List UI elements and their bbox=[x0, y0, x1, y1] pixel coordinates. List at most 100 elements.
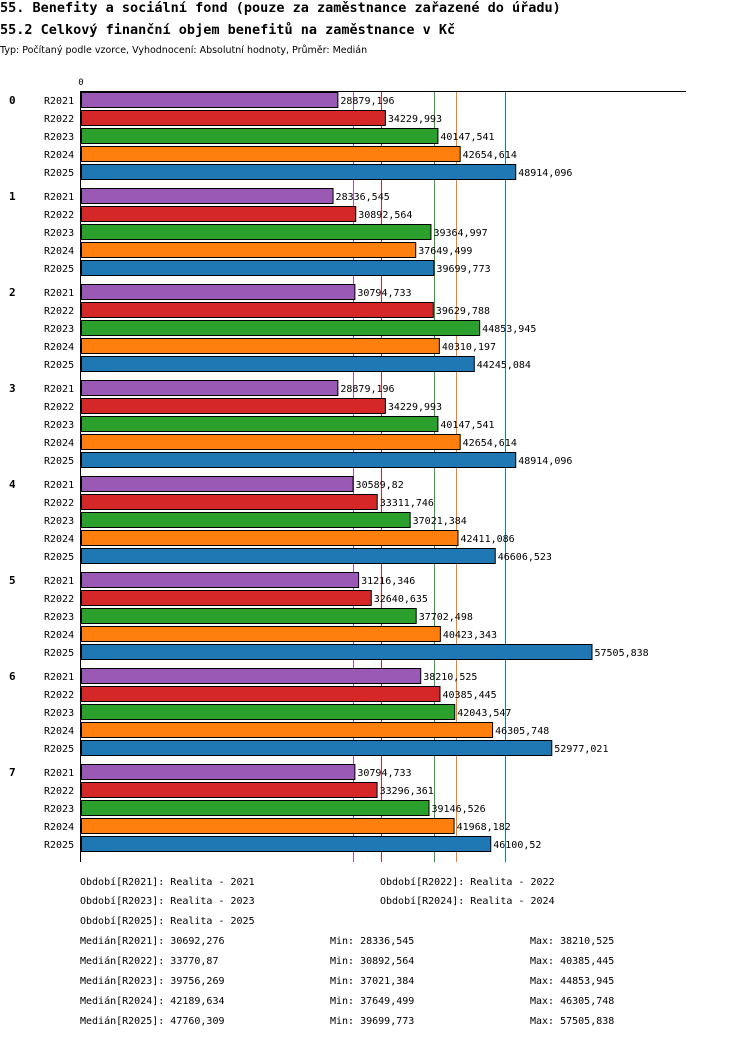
legend-max-r2025: Max: 57505,838 bbox=[530, 1016, 615, 1027]
group-label-1: 1 bbox=[9, 190, 16, 203]
bar-value-label: 37021,384 bbox=[413, 516, 467, 527]
legend-median-r2025: Medián[R2025]: 47760,309 bbox=[80, 1016, 225, 1027]
bar-7-r2023 bbox=[81, 800, 430, 816]
bar-7-r2024 bbox=[81, 818, 455, 834]
row-label: R2021 bbox=[44, 576, 74, 587]
bar-value-label: 28336,545 bbox=[336, 192, 390, 203]
legend-min-r2023: Min: 37021,384 bbox=[330, 976, 415, 987]
bar-value-label: 42654,614 bbox=[463, 150, 517, 161]
bar-0-r2023 bbox=[81, 128, 439, 144]
row-label: R2022 bbox=[44, 210, 74, 221]
bar-value-label: 42411,086 bbox=[460, 534, 514, 545]
group-label-3: 3 bbox=[9, 382, 16, 395]
bar-5-r2022 bbox=[81, 590, 372, 606]
bar-7-r2022 bbox=[81, 782, 378, 798]
bar-value-label: 52977,021 bbox=[554, 744, 608, 755]
bar-1-r2022 bbox=[81, 206, 357, 222]
bar-3-r2022 bbox=[81, 398, 386, 414]
row-label: R2021 bbox=[44, 672, 74, 683]
group-label-0: 0 bbox=[9, 94, 16, 107]
row-label: R2025 bbox=[44, 456, 74, 467]
row-label: R2024 bbox=[44, 150, 74, 161]
row-label: R2023 bbox=[44, 324, 74, 335]
row-label: R2022 bbox=[44, 306, 74, 317]
legend-period-r2025: Období[R2025]: Realita - 2025 bbox=[80, 916, 255, 927]
legend-period-r2021: Období[R2021]: Realita - 2021 bbox=[80, 877, 255, 888]
bar-value-label: 30892,564 bbox=[358, 210, 412, 221]
row-label: R2021 bbox=[44, 96, 74, 107]
bar-value-label: 30794,733 bbox=[357, 768, 411, 779]
row-label: R2024 bbox=[44, 246, 74, 257]
legend-min-r2025: Min: 39699,773 bbox=[330, 1016, 415, 1027]
bar-value-label: 34229,993 bbox=[388, 114, 442, 125]
group-label-7: 7 bbox=[9, 766, 16, 779]
legend-min-r2022: Min: 30892,564 bbox=[330, 956, 415, 967]
bar-5-r2021 bbox=[81, 572, 360, 588]
bar-value-label: 46305,748 bbox=[495, 726, 549, 737]
bar-0-r2021 bbox=[81, 92, 339, 108]
bar-0-r2024 bbox=[81, 146, 461, 162]
legend-median-r2024: Medián[R2024]: 42189,634 bbox=[80, 996, 225, 1007]
bar-4-r2021 bbox=[81, 476, 354, 492]
row-label: R2025 bbox=[44, 840, 74, 851]
bar-value-label: 48914,096 bbox=[518, 168, 572, 179]
chart-type-line: Typ: Počítaný podle vzorce, Vyhodnocení:… bbox=[0, 45, 368, 56]
bar-value-label: 39699,773 bbox=[436, 264, 490, 275]
bar-value-label: 32640,635 bbox=[374, 594, 428, 605]
x-axis-zero-label: 0 bbox=[78, 78, 83, 88]
bar-5-r2024 bbox=[81, 626, 441, 642]
bar-value-label: 40147,541 bbox=[440, 420, 494, 431]
bar-3-r2021 bbox=[81, 380, 339, 396]
bar-value-label: 30794,733 bbox=[357, 288, 411, 299]
bar-1-r2023 bbox=[81, 224, 432, 240]
group-label-2: 2 bbox=[9, 286, 16, 299]
bar-1-r2025 bbox=[81, 260, 435, 276]
row-label: R2021 bbox=[44, 480, 74, 491]
bar-value-label: 40310,197 bbox=[442, 342, 496, 353]
bar-7-r2025 bbox=[81, 836, 492, 852]
bar-6-r2024 bbox=[81, 722, 494, 738]
bar-2-r2021 bbox=[81, 284, 356, 300]
chart-title: 55. Benefity a sociální fond (pouze za z… bbox=[0, 0, 561, 16]
legend-min-r2021: Min: 28336,545 bbox=[330, 936, 415, 947]
row-label: R2023 bbox=[44, 228, 74, 239]
row-label: R2025 bbox=[44, 648, 74, 659]
bar-value-label: 42654,614 bbox=[463, 438, 517, 449]
row-label: R2023 bbox=[44, 132, 74, 143]
bar-value-label: 42043,547 bbox=[457, 708, 511, 719]
bar-6-r2025 bbox=[81, 740, 553, 756]
bar-6-r2021 bbox=[81, 668, 422, 684]
legend-period-r2024: Období[R2024]: Realita - 2024 bbox=[380, 896, 555, 907]
bar-7-r2021 bbox=[81, 764, 356, 780]
row-label: R2024 bbox=[44, 630, 74, 641]
bar-0-r2022 bbox=[81, 110, 386, 126]
row-label: R2021 bbox=[44, 768, 74, 779]
bar-value-label: 39629,788 bbox=[436, 306, 490, 317]
bar-value-label: 48914,096 bbox=[518, 456, 572, 467]
legend-min-r2024: Min: 37649,499 bbox=[330, 996, 415, 1007]
bar-1-r2024 bbox=[81, 242, 417, 258]
row-label: R2023 bbox=[44, 708, 74, 719]
row-label: R2025 bbox=[44, 744, 74, 755]
bar-3-r2024 bbox=[81, 434, 461, 450]
row-label: R2024 bbox=[44, 438, 74, 449]
bar-2-r2022 bbox=[81, 302, 434, 318]
bar-6-r2023 bbox=[81, 704, 456, 720]
bar-4-r2025 bbox=[81, 548, 496, 564]
row-label: R2024 bbox=[44, 726, 74, 737]
bar-1-r2021 bbox=[81, 188, 334, 204]
bar-value-label: 34229,993 bbox=[388, 402, 442, 413]
bar-value-label: 40147,541 bbox=[440, 132, 494, 143]
chart-subtitle: 55.2 Celkový finanční objem benefitů na … bbox=[0, 22, 456, 38]
bar-4-r2023 bbox=[81, 512, 411, 528]
legend-max-r2021: Max: 38210,525 bbox=[530, 936, 615, 947]
bar-value-label: 33296,361 bbox=[380, 786, 434, 797]
row-label: R2022 bbox=[44, 690, 74, 701]
row-label: R2024 bbox=[44, 342, 74, 353]
row-label: R2022 bbox=[44, 498, 74, 509]
bar-5-r2025 bbox=[81, 644, 593, 660]
row-label: R2022 bbox=[44, 114, 74, 125]
row-label: R2023 bbox=[44, 804, 74, 815]
group-label-5: 5 bbox=[9, 574, 16, 587]
bar-3-r2025 bbox=[81, 452, 517, 468]
